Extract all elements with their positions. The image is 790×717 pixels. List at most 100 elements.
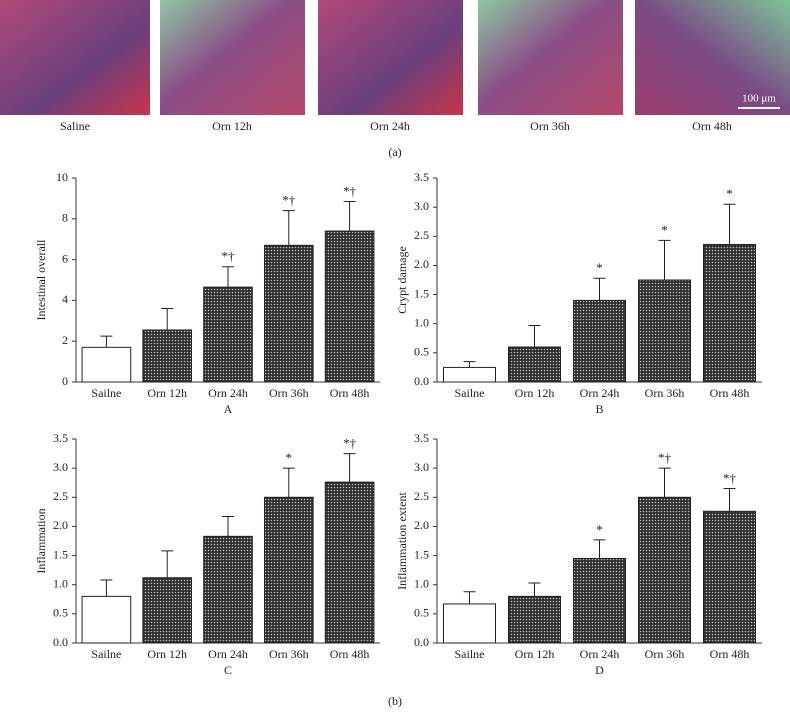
y-tick-label: 2.0 <box>414 518 429 532</box>
error-bar <box>463 591 476 604</box>
y-tick-label: 0.0 <box>414 635 429 649</box>
y-tick-label: 10 <box>56 170 68 184</box>
y-tick-label: 6 <box>62 251 68 265</box>
significance-label: * <box>596 260 603 275</box>
significance-label: *† <box>222 249 236 264</box>
error-bar <box>282 210 295 246</box>
bar <box>703 510 756 644</box>
bar <box>203 535 253 644</box>
bar <box>638 279 691 383</box>
error-bar <box>161 308 174 330</box>
x-tick-label: Orn 36h <box>645 647 685 661</box>
panel-caption: (a) <box>388 145 401 159</box>
x-tick-label: Orn 12h <box>515 386 555 400</box>
y-tick-label: 2.5 <box>414 489 429 503</box>
bar <box>508 346 561 383</box>
x-tick-label: Sailne <box>455 647 485 661</box>
significance-label: *† <box>343 183 357 198</box>
significance-label: * <box>661 222 668 237</box>
bar <box>638 496 691 644</box>
y-tick-label: 2.5 <box>414 228 429 242</box>
image-label: Orn 48h <box>692 119 732 133</box>
error-bar <box>723 488 736 512</box>
image-label: Orn 36h <box>530 119 570 133</box>
y-axis-label: Intestinal overall <box>34 239 48 321</box>
bar <box>443 366 496 383</box>
image-label: Orn 12h <box>212 119 252 133</box>
bar <box>203 286 253 383</box>
bar <box>263 244 314 383</box>
error-bar <box>593 539 606 559</box>
bar <box>324 230 375 383</box>
x-tick-label: Orn 24h <box>208 386 248 400</box>
x-axis-label: C <box>224 663 232 677</box>
error-bar <box>100 335 113 348</box>
y-tick-label: 0.0 <box>53 635 68 649</box>
error-bar <box>658 239 671 280</box>
x-tick-label: Orn 12h <box>147 386 187 400</box>
error-bar <box>528 324 541 348</box>
y-tick-label: 0.0 <box>414 374 429 388</box>
error-bar <box>100 579 113 597</box>
y-tick-label: 3.0 <box>414 199 429 213</box>
image-label: Saline <box>60 119 90 133</box>
y-tick-label: 2 <box>62 333 68 347</box>
y-tick-label: 2.5 <box>53 489 68 503</box>
x-tick-label: Orn 24h <box>580 647 620 661</box>
x-tick-label: Orn 48h <box>710 647 750 661</box>
error-bar <box>343 453 356 483</box>
error-bar <box>463 361 476 368</box>
y-tick-label: 3.5 <box>414 170 429 184</box>
bar <box>508 595 561 644</box>
x-tick-label: Orn 24h <box>208 647 248 661</box>
x-tick-label: Orn 48h <box>330 647 370 661</box>
image-label: Orn 24h <box>370 119 410 133</box>
y-tick-label: 0 <box>62 374 68 388</box>
y-tick-label: 1.0 <box>414 315 429 329</box>
y-tick-label: 1.5 <box>53 547 68 561</box>
y-tick-label: 1.0 <box>53 576 68 590</box>
error-bar <box>528 582 541 597</box>
error-bar <box>161 550 174 578</box>
y-tick-label: 1.5 <box>414 286 429 300</box>
x-axis-label: A <box>224 402 233 416</box>
x-tick-label: Orn 12h <box>515 647 555 661</box>
x-axis-label: D <box>595 663 604 677</box>
bar <box>443 603 496 644</box>
bar <box>142 577 193 644</box>
x-tick-label: Orn 36h <box>645 386 685 400</box>
error-bar <box>282 467 295 498</box>
bar <box>81 595 132 644</box>
y-tick-label: 0.5 <box>414 606 429 620</box>
y-tick-label: 8 <box>62 211 68 225</box>
bar <box>142 329 193 383</box>
y-tick-label: 3.5 <box>414 431 429 445</box>
x-tick-label: Sailne <box>91 386 121 400</box>
bar <box>263 496 314 644</box>
y-tick-label: 4 <box>62 292 68 306</box>
scale-bar-label: 100 μm <box>742 93 776 105</box>
y-tick-label: 3.5 <box>53 431 68 445</box>
significance-label: *† <box>658 450 672 465</box>
bar <box>573 299 626 383</box>
error-bar <box>222 516 234 537</box>
error-bar <box>658 467 671 498</box>
x-tick-label: Orn 36h <box>269 386 309 400</box>
significance-label: *† <box>282 193 296 208</box>
y-tick-label: 1.0 <box>414 576 429 590</box>
panel-caption: (b) <box>388 694 402 708</box>
significance-label: * <box>726 186 733 201</box>
y-tick-label: 0.5 <box>53 606 68 620</box>
error-bar <box>593 277 606 301</box>
significance-label: * <box>596 522 603 537</box>
x-axis-label: B <box>595 402 603 416</box>
x-tick-label: Orn 48h <box>330 386 370 400</box>
bar <box>703 243 756 383</box>
significance-label: * <box>286 450 293 465</box>
significance-label: *† <box>723 471 737 486</box>
bar <box>573 557 626 644</box>
x-tick-label: Sailne <box>91 647 121 661</box>
histology-image <box>318 0 463 115</box>
bar <box>324 481 375 644</box>
